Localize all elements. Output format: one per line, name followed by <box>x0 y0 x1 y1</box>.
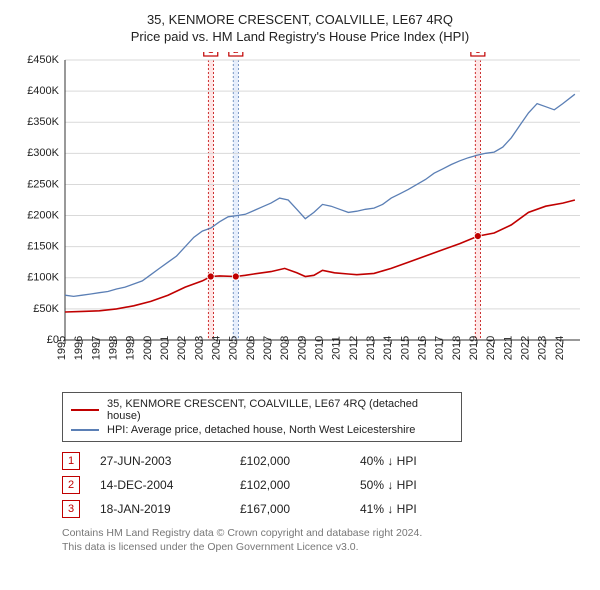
event-delta: 41% ↓ HPI <box>360 502 417 516</box>
svg-text:£150K: £150K <box>27 241 59 253</box>
svg-text:£200K: £200K <box>27 209 59 221</box>
svg-text:2002: 2002 <box>176 336 188 360</box>
svg-text:2014: 2014 <box>382 336 394 360</box>
chart-title-line1: 35, KENMORE CRESCENT, COALVILLE, LE67 4R… <box>10 12 590 27</box>
svg-text:1997: 1997 <box>90 336 102 360</box>
svg-text:£50K: £50K <box>33 303 59 315</box>
svg-text:2012: 2012 <box>348 336 360 360</box>
event-list: 1 27-JUN-2003£102,00040% ↓ HPI 2 14-DEC-200… <box>62 452 590 518</box>
svg-text:2001: 2001 <box>159 336 171 360</box>
legend-swatch <box>71 429 99 431</box>
svg-text:2000: 2000 <box>142 336 154 360</box>
svg-text:2007: 2007 <box>262 336 274 360</box>
svg-text:2: 2 <box>233 52 239 56</box>
svg-text:2024: 2024 <box>554 336 566 360</box>
svg-text:2004: 2004 <box>211 336 223 360</box>
svg-text:2018: 2018 <box>451 336 463 360</box>
svg-text:2008: 2008 <box>279 336 291 360</box>
svg-text:1: 1 <box>208 52 214 56</box>
legend-label: HPI: Average price, detached house, Nort… <box>107 424 415 436</box>
event-date: 27-JUN-2003 <box>100 454 240 468</box>
svg-text:2019: 2019 <box>468 336 480 360</box>
svg-text:2006: 2006 <box>245 336 257 360</box>
svg-text:2015: 2015 <box>399 336 411 360</box>
svg-text:£350K: £350K <box>27 116 59 128</box>
svg-text:2009: 2009 <box>296 336 308 360</box>
event-row: 2 14-DEC-2004£102,00050% ↓ HPI <box>62 476 590 494</box>
event-delta: 50% ↓ HPI <box>360 478 417 492</box>
svg-text:£450K: £450K <box>27 54 59 66</box>
svg-text:1998: 1998 <box>108 336 120 360</box>
legend-item: 35, KENMORE CRESCENT, COALVILLE, LE67 4R… <box>71 397 453 423</box>
event-row: 1 27-JUN-2003£102,00040% ↓ HPI <box>62 452 590 470</box>
event-date: 14-DEC-2004 <box>100 478 240 492</box>
event-badge: 3 <box>62 500 80 518</box>
svg-text:2003: 2003 <box>193 336 205 360</box>
svg-text:1996: 1996 <box>73 336 85 360</box>
svg-text:2005: 2005 <box>228 336 240 360</box>
svg-text:£250K: £250K <box>27 178 59 190</box>
svg-text:2022: 2022 <box>520 336 532 360</box>
svg-text:£400K: £400K <box>27 85 59 97</box>
legend-item: HPI: Average price, detached house, Nort… <box>71 423 453 437</box>
svg-text:2010: 2010 <box>314 336 326 360</box>
svg-text:3: 3 <box>475 52 481 56</box>
event-price: £102,000 <box>240 478 360 492</box>
event-badge: 2 <box>62 476 80 494</box>
chart-plot-area: £0£50K£100K£150K£200K£250K£300K£350K£400… <box>10 52 590 382</box>
footer-attribution: Contains HM Land Registry data © Crown c… <box>62 526 590 554</box>
svg-text:2023: 2023 <box>537 336 549 360</box>
chart-container: 35, KENMORE CRESCENT, COALVILLE, LE67 4R… <box>0 0 600 562</box>
legend-label: 35, KENMORE CRESCENT, COALVILLE, LE67 4R… <box>107 398 453 422</box>
svg-text:2017: 2017 <box>434 336 446 360</box>
svg-text:£300K: £300K <box>27 147 59 159</box>
footer-line1: Contains HM Land Registry data © Crown c… <box>62 526 590 540</box>
event-price: £102,000 <box>240 454 360 468</box>
footer-line2: This data is licensed under the Open Gov… <box>62 540 590 554</box>
legend-swatch <box>71 409 99 411</box>
svg-text:£100K: £100K <box>27 272 59 284</box>
svg-text:1995: 1995 <box>56 336 68 360</box>
svg-text:2013: 2013 <box>365 336 377 360</box>
event-price: £167,000 <box>240 502 360 516</box>
event-badge: 1 <box>62 452 80 470</box>
svg-text:2020: 2020 <box>485 336 497 360</box>
svg-text:2016: 2016 <box>417 336 429 360</box>
svg-text:1999: 1999 <box>125 336 137 360</box>
chart-title-line2: Price paid vs. HM Land Registry's House … <box>10 29 590 44</box>
line-chart-svg: £0£50K£100K£150K£200K£250K£300K£350K£400… <box>10 52 590 382</box>
event-row: 3 18-JAN-2019£167,00041% ↓ HPI <box>62 500 590 518</box>
event-date: 18-JAN-2019 <box>100 502 240 516</box>
svg-text:2021: 2021 <box>502 336 514 360</box>
event-delta: 40% ↓ HPI <box>360 454 417 468</box>
legend: 35, KENMORE CRESCENT, COALVILLE, LE67 4R… <box>62 392 462 442</box>
